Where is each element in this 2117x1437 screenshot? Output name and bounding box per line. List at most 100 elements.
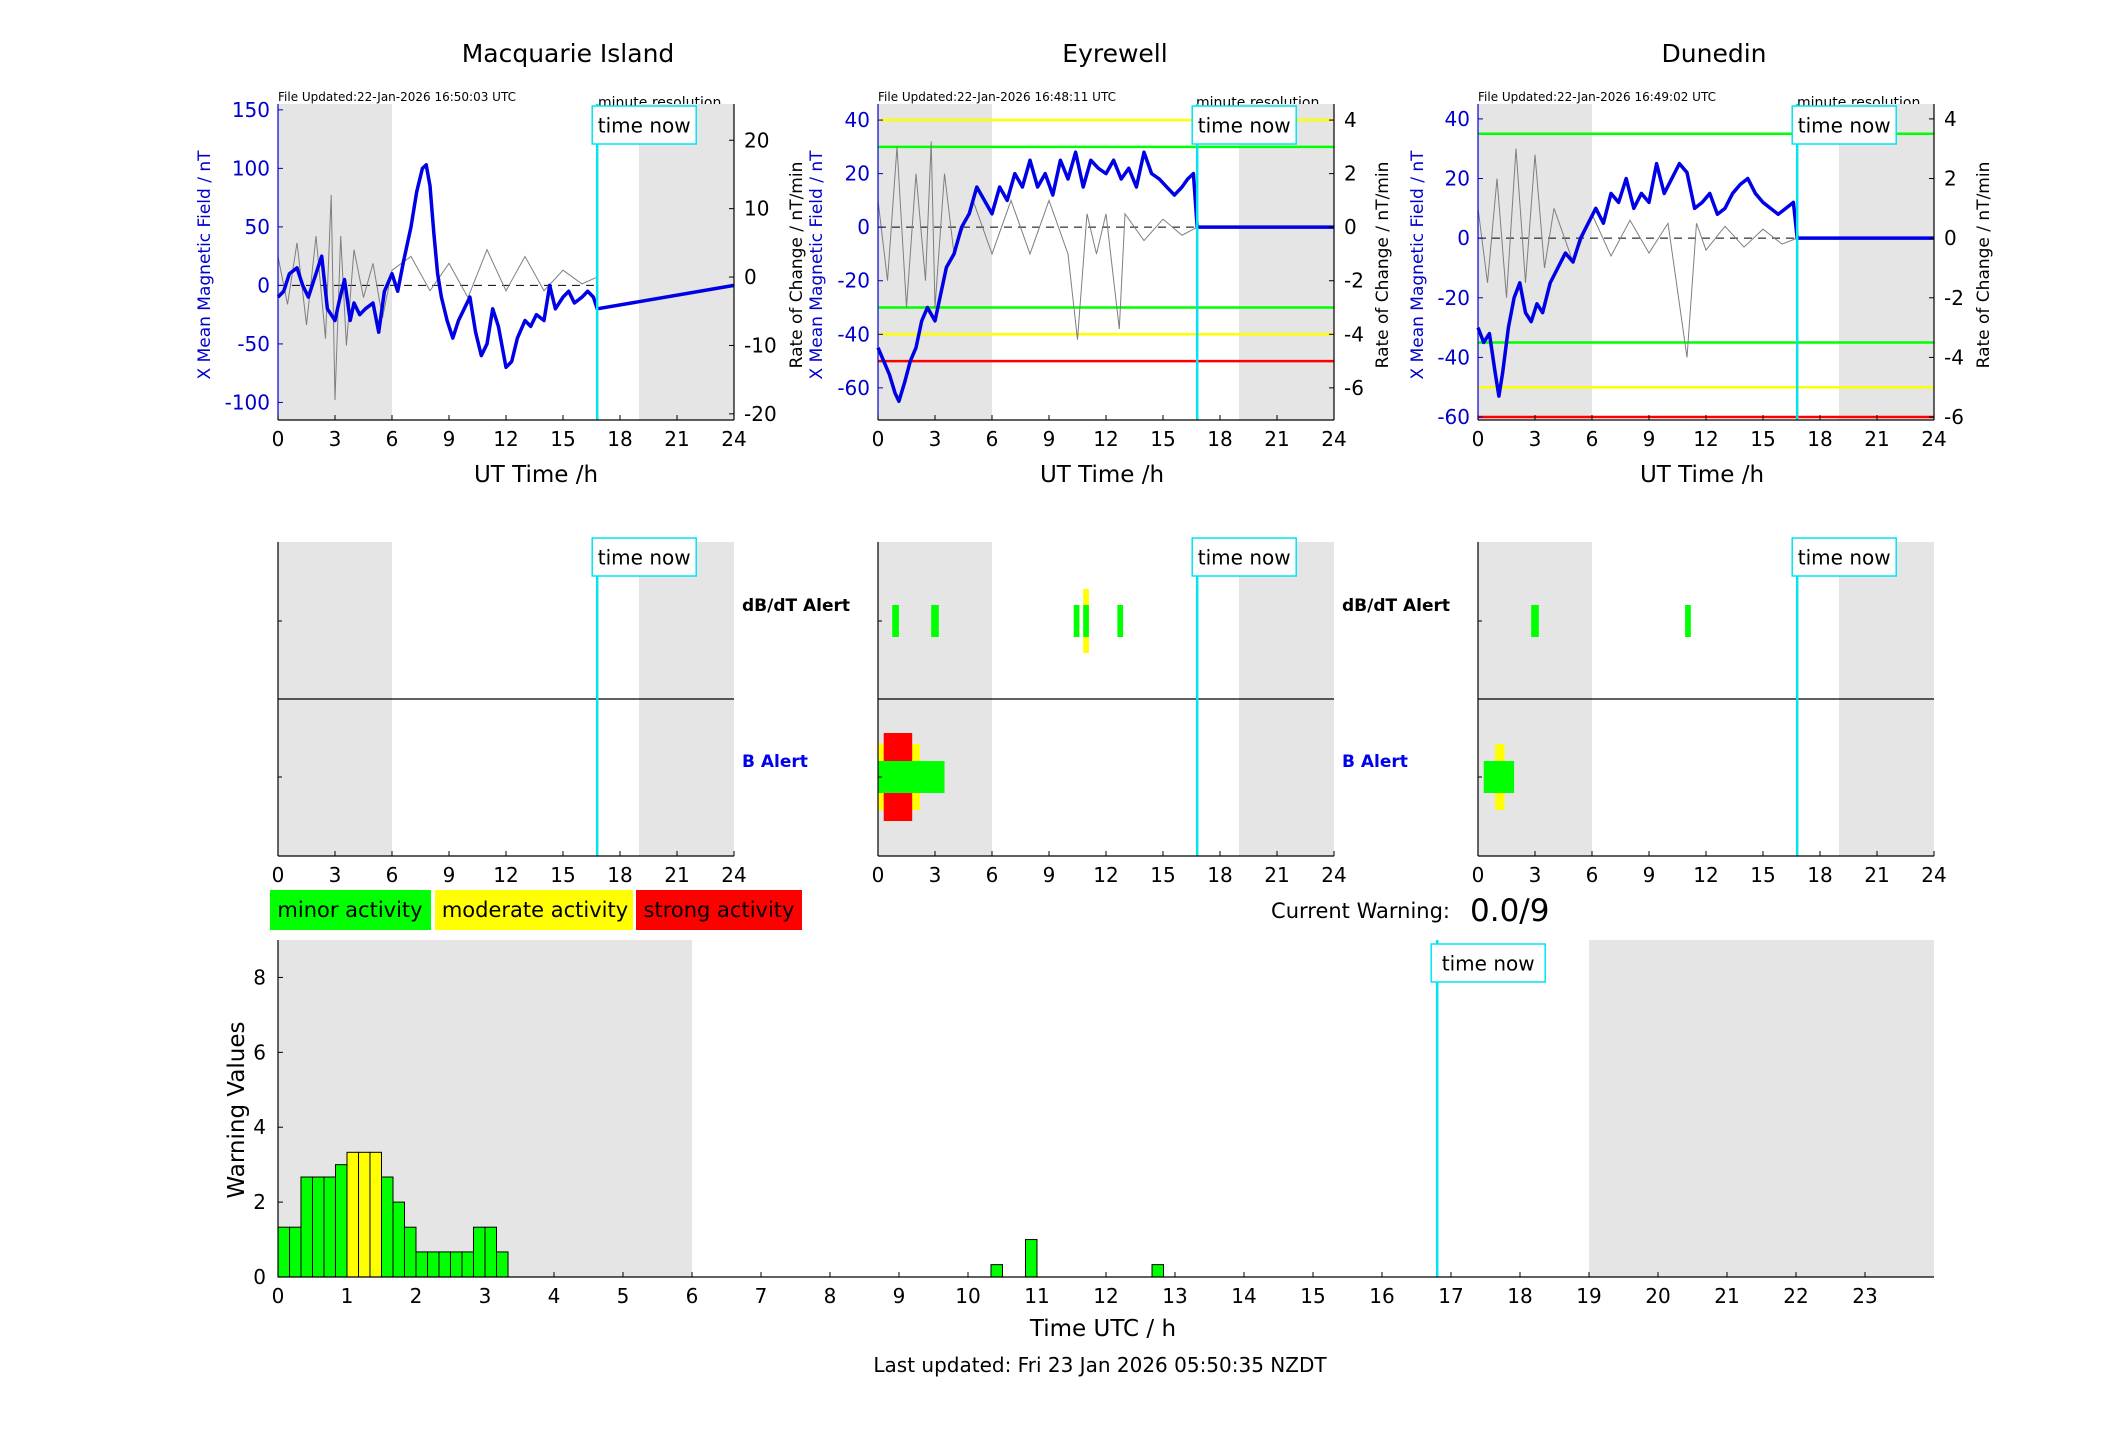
station-title-macquarie: Macquarie Island [462, 39, 675, 68]
time-now-label: time now [598, 546, 691, 570]
y-tick-label-right: 0 [744, 265, 757, 289]
x-tick-label: 13 [1162, 1284, 1187, 1308]
field-plot-macquarie: 0 3 6 9 12 15 18 21 24-100-50050100150-20-100102… [225, 98, 777, 451]
x-tick-label: 15 [550, 427, 575, 451]
x-tick-label: 9 [1643, 427, 1656, 451]
rate-series-line [877, 141, 1198, 340]
x-tick-label: 10 [955, 1284, 980, 1308]
dbdt-alert-bar [1685, 605, 1691, 637]
ylabel-right-eyrewell: Rate of Change / nT/min [1373, 162, 1393, 369]
warning-bar [1024, 1239, 1038, 1278]
x-tick-label: 24 [1321, 863, 1346, 887]
x-tick-label: 21 [1714, 1284, 1739, 1308]
y-tick-label-left: -20 [1437, 286, 1470, 310]
time-now-box [591, 537, 697, 577]
b-alert-label-1: B Alert [742, 752, 808, 772]
dbdt-alert-bar [892, 605, 899, 637]
y-tick-label-right: -6 [1944, 405, 1964, 429]
warning-bar [1151, 1264, 1165, 1278]
legend-minor-swatch [270, 890, 431, 930]
legend-moderate-swatch [435, 890, 633, 930]
y-tick-label-left: -40 [1437, 345, 1470, 369]
time-now-box [591, 105, 697, 145]
warning-bar [450, 1251, 463, 1278]
x-tick-label: 3 [929, 863, 942, 887]
x-tick-label: 7 [755, 1284, 768, 1308]
x-tick-label: 18 [607, 863, 632, 887]
alert-plot-dunedin: 0 3 6 9 12 15 18 21 24 time now [1472, 537, 1947, 887]
y-tick-label-right: -4 [1344, 322, 1364, 346]
current-warning-label: Current Warning: [1271, 899, 1450, 923]
rate-series-line [277, 194, 598, 401]
y-tick-label-left: -60 [1437, 405, 1470, 429]
x-tick-label: 18 [1207, 863, 1232, 887]
y-tick-label: 4 [253, 1115, 266, 1139]
x-tick-label: 3 [1529, 863, 1542, 887]
rate-series-line [1477, 148, 1798, 358]
y-tick-label: 6 [253, 1040, 266, 1064]
y-tick-label-left: 150 [232, 98, 270, 122]
y-tick-label-right: 4 [1344, 108, 1357, 132]
warning-bar [277, 1226, 291, 1278]
time-now-box [1191, 105, 1297, 145]
x-tick-label: 12 [493, 427, 518, 451]
alert-plot-macquarie: 0 3 6 9 12 15 18 21 24 time now [272, 537, 747, 887]
ylabel-left-dunedin: X Mean Magnetic Field / nT [1408, 150, 1428, 380]
x-tick-label: 4 [548, 1284, 561, 1308]
x-tick-label: 12 [1093, 427, 1118, 451]
night-shade [639, 104, 734, 420]
x-tick-label: 0 [872, 863, 885, 887]
x-tick-label: 3 [479, 1284, 492, 1308]
x-tick-label: 6 [386, 863, 399, 887]
field-plot-dunedin: 0 3 6 9 12 15 18 21 24-60-40-2002040-6-4-2024tim… [1437, 104, 1964, 451]
y-tick-label: 8 [253, 965, 266, 989]
x-tick-label: 5 [617, 1284, 630, 1308]
y-tick-label-left: -40 [837, 322, 870, 346]
x-tick-label: 9 [1043, 863, 1056, 887]
time-now-label: time now [1198, 114, 1291, 138]
y-tick-label-right: -2 [1944, 286, 1964, 310]
x-tick-label: 24 [1921, 863, 1946, 887]
y-tick-label-right: -10 [744, 333, 777, 357]
y-tick-label-left: 0 [1457, 226, 1470, 250]
x-tick-label: 2 [410, 1284, 423, 1308]
x-tick-label: 6 [1586, 863, 1599, 887]
y-tick-label-left: 0 [257, 273, 270, 297]
x-tick-label: 9 [443, 427, 456, 451]
time-now-label: time now [1798, 114, 1891, 138]
x-tick-label: 6 [1586, 427, 1599, 451]
dbdt-alert-bar [931, 605, 939, 637]
x-tick-label: 9 [1043, 427, 1056, 451]
warning-ylabel: Warning Values [224, 1021, 250, 1198]
time-now-label: time now [598, 114, 691, 138]
b-alert-bar [1483, 761, 1515, 793]
warning-bar [415, 1251, 429, 1278]
y-tick-label-left: 100 [232, 156, 270, 180]
time-now-label: time now [1198, 546, 1291, 570]
warning-bar [334, 1164, 348, 1278]
x-tick-label: 21 [1264, 863, 1289, 887]
x-tick-label: 21 [664, 427, 689, 451]
time-now-label: time now [1798, 546, 1891, 570]
night-shade [278, 104, 392, 420]
y-tick-label-left: 50 [245, 215, 270, 239]
y-tick-label: 2 [253, 1190, 266, 1214]
y-tick-label-left: 40 [1445, 107, 1470, 131]
file-updated-eyrewell: File Updated:22-Jan-2026 16:48:11 UTC [878, 90, 1116, 104]
time-now-box [1191, 537, 1297, 577]
x-tick-label: 21 [664, 863, 689, 887]
x-tick-label: 1 [341, 1284, 354, 1308]
x-tick-label: 15 [1150, 427, 1175, 451]
x-tick-label: 0 [272, 1284, 285, 1308]
x-tick-label: 11 [1024, 1284, 1049, 1308]
warning-bar [484, 1226, 498, 1278]
warning-bar [461, 1251, 475, 1278]
y-tick-label-left: 0 [857, 215, 870, 239]
x-tick-label: 18 [1807, 863, 1832, 887]
y-tick-label-left: 20 [845, 162, 870, 186]
x-tick-label: 3 [1529, 427, 1542, 451]
y-tick-label-right: -4 [1944, 345, 1964, 369]
y-tick-label-right: 10 [744, 197, 769, 221]
